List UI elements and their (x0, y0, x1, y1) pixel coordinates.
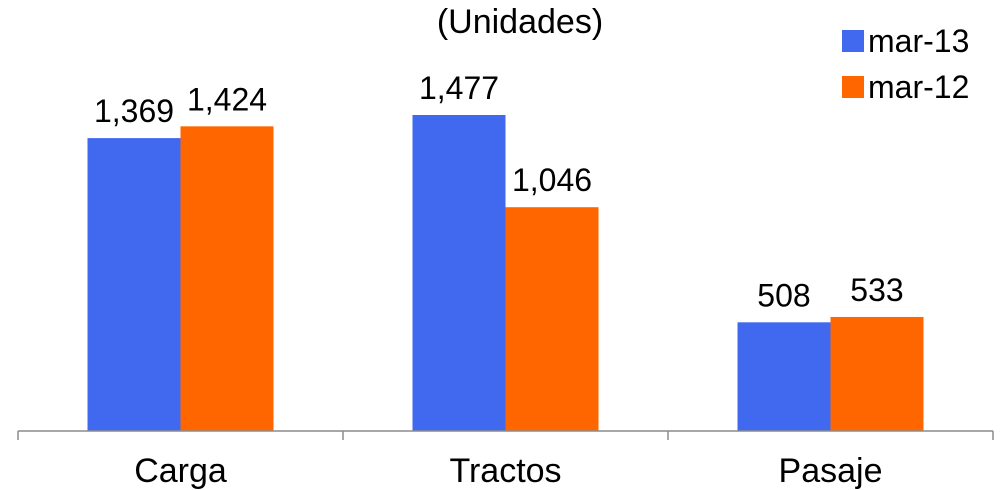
value-label-tractos-mar-13: 1,477 (419, 70, 499, 106)
value-label-pasaje-mar-12: 533 (850, 272, 903, 308)
legend-label-mar-13: mar-13 (868, 22, 970, 59)
legend-label-mar-12: mar-12 (868, 68, 970, 105)
legend-item-mar-13: mar-13 (842, 18, 969, 64)
legend-item-mar-12: mar-12 (842, 64, 969, 110)
value-label-tractos-mar-12: 1,046 (512, 162, 592, 198)
category-label-pasaje: Pasaje (779, 452, 883, 490)
category-label-carga: Carga (134, 452, 227, 490)
bar-pasaje-mar-13 (737, 322, 831, 431)
legend-swatch-mar-13 (842, 30, 864, 52)
value-label-carga-mar-12: 1,424 (187, 81, 267, 117)
bar-tractos-mar-13 (412, 115, 506, 431)
bar-carga-mar-12 (180, 126, 274, 431)
legend: mar-13 mar-12 (842, 18, 969, 110)
category-label-tractos: Tractos (449, 452, 561, 490)
value-label-pasaje-mar-13: 508 (757, 277, 810, 313)
bar-tractos-mar-12 (505, 207, 599, 431)
legend-swatch-mar-12 (842, 76, 864, 98)
bar-pasaje-mar-12 (830, 316, 924, 431)
bar-carga-mar-13 (87, 138, 181, 431)
chart-subtitle: (Unidades) (436, 3, 604, 41)
value-label-carga-mar-13: 1,369 (94, 93, 174, 129)
